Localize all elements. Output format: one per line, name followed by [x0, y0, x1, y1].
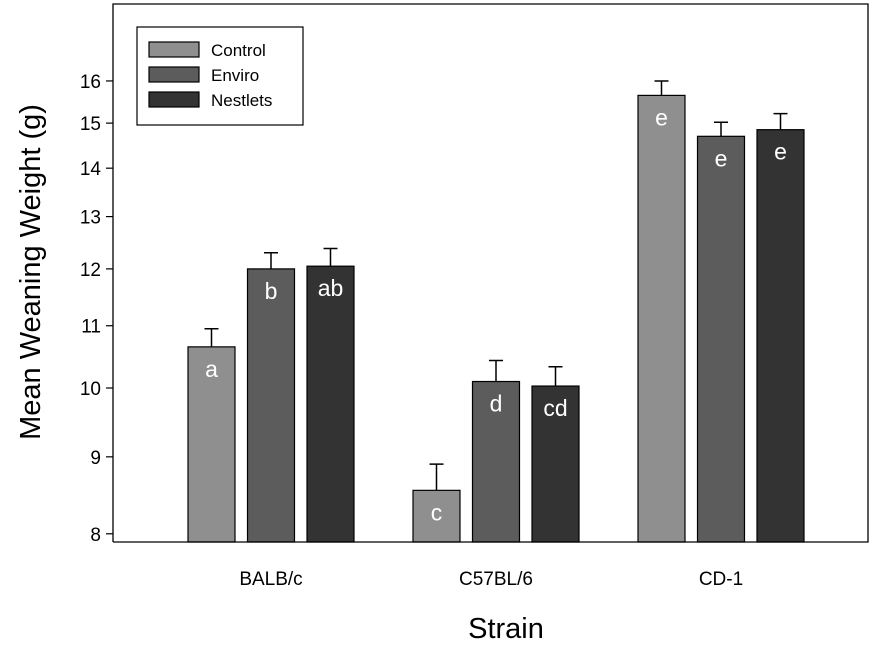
x-axis-ticks: BALB/c C57BL/6 CD-1	[239, 569, 743, 590]
bar	[756, 129, 805, 543]
error-bar	[489, 359, 503, 382]
y-tick-label: 10	[80, 379, 101, 400]
error-bar	[264, 252, 278, 269]
axis-frame	[112, 3, 869, 543]
bar-letter-label: d	[490, 391, 503, 417]
bar-letter-label: e	[774, 139, 787, 165]
error-bar	[714, 121, 728, 137]
bar-letter-label: c	[431, 499, 443, 525]
bar-letter-label: ab	[318, 275, 344, 301]
error-bar	[773, 112, 788, 130]
y-axis-title: Mean Weaning Weight (g)	[15, 104, 47, 440]
x-tick-label: C57BL/6	[459, 569, 533, 590]
legend-swatch	[148, 91, 200, 108]
bar-letter-label: e	[655, 104, 668, 130]
legend-label: Control	[211, 41, 266, 60]
y-tick-label: 16	[80, 72, 101, 93]
y-tick-label: 13	[80, 208, 101, 229]
bar-letter-label: e	[715, 145, 728, 171]
bar	[187, 346, 236, 543]
legend-label: Nestlets	[211, 91, 272, 110]
x-tick-label: BALB/c	[239, 569, 302, 590]
y-axis-ticks: 8 9 10 11 12 13 14 15 16	[80, 72, 113, 546]
legend-swatch	[148, 41, 200, 58]
y-tick-label: 8	[90, 525, 101, 546]
bar	[471, 380, 521, 543]
legend-swatch	[148, 66, 200, 83]
y-tick-label: 9	[90, 448, 101, 469]
y-tick-label: 15	[80, 114, 101, 135]
bar	[696, 135, 746, 543]
x-tick-label: CD-1	[699, 569, 743, 590]
bar	[306, 265, 355, 543]
y-tick-label: 12	[80, 260, 101, 281]
x-axis-title: Strain	[468, 613, 544, 645]
legend: Control Enviro Nestlets	[136, 26, 304, 126]
y-tick-label: 14	[80, 159, 102, 180]
error-bar	[548, 366, 563, 387]
bar-letter-label: cd	[543, 395, 567, 421]
error-bar	[429, 463, 444, 491]
error-bar	[654, 80, 669, 96]
y-tick-label: 11	[81, 317, 101, 338]
error-bar	[323, 247, 338, 267]
legend-label: Enviro	[211, 66, 259, 85]
bar-letter-label: a	[205, 356, 218, 382]
bar	[637, 94, 686, 543]
bar-letter-label: b	[265, 278, 278, 304]
error-bar	[204, 327, 219, 347]
bar	[531, 385, 580, 543]
bar	[246, 268, 296, 543]
